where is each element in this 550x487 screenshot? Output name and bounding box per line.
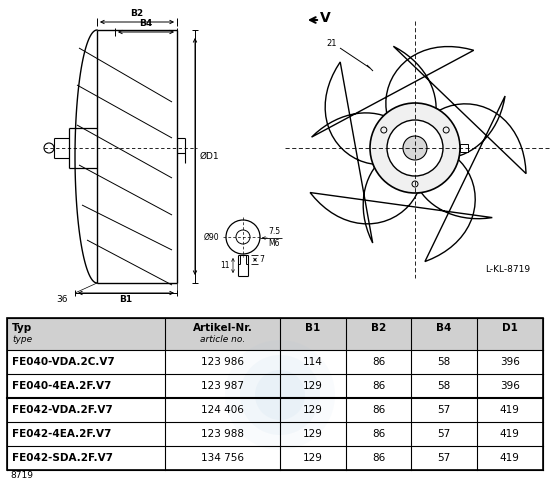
Bar [7, 350, 543, 374]
Circle shape [387, 120, 443, 176]
Bar [7, 398, 543, 422]
Text: B1: B1 [119, 296, 133, 304]
Text: 129: 129 [303, 405, 323, 415]
Text: L-KL-8719: L-KL-8719 [485, 265, 530, 275]
Text: 21: 21 [327, 39, 337, 49]
Circle shape [225, 340, 335, 450]
Text: 58: 58 [437, 381, 450, 391]
Text: 86: 86 [372, 357, 385, 367]
Text: 396: 396 [500, 381, 520, 391]
Text: 57: 57 [437, 405, 450, 415]
Text: FE040-VDA.2C.V7: FE040-VDA.2C.V7 [12, 357, 115, 367]
Text: V: V [320, 11, 331, 25]
Text: B2: B2 [130, 10, 144, 19]
Circle shape [240, 355, 320, 435]
Bar [7, 318, 543, 470]
Text: 8719: 8719 [10, 471, 33, 481]
Text: 123 988: 123 988 [201, 429, 244, 439]
Text: B4: B4 [436, 323, 452, 333]
Text: 129: 129 [303, 453, 323, 463]
Text: FE040-4EA.2F.V7: FE040-4EA.2F.V7 [12, 381, 111, 391]
Text: 419: 419 [500, 429, 520, 439]
Bar [7, 374, 543, 398]
Text: 134 756: 134 756 [201, 453, 244, 463]
Bar [7, 422, 543, 446]
Circle shape [403, 136, 427, 160]
Text: Typ: Typ [12, 323, 32, 333]
Text: 36: 36 [56, 296, 68, 304]
Text: B1: B1 [305, 323, 321, 333]
Text: 419: 419 [500, 453, 520, 463]
Text: 86: 86 [372, 429, 385, 439]
Text: D1: D1 [502, 323, 518, 333]
Circle shape [255, 370, 305, 420]
Text: 129: 129 [303, 429, 323, 439]
Text: 124 406: 124 406 [201, 405, 244, 415]
Text: ØD1: ØD1 [199, 152, 219, 161]
Text: Ø90: Ø90 [203, 232, 219, 242]
Text: 114: 114 [303, 357, 323, 367]
Text: 86: 86 [372, 381, 385, 391]
Text: B4: B4 [139, 19, 153, 29]
Text: 123 987: 123 987 [201, 381, 244, 391]
Text: FE042-VDA.2F.V7: FE042-VDA.2F.V7 [12, 405, 113, 415]
Text: 123 986: 123 986 [201, 357, 244, 367]
Text: M6: M6 [268, 239, 280, 247]
Text: 7.5: 7.5 [268, 227, 280, 237]
Text: 129: 129 [303, 381, 323, 391]
Text: B2: B2 [371, 323, 386, 333]
Text: 86: 86 [372, 453, 385, 463]
Text: 86: 86 [372, 405, 385, 415]
Bar [7, 318, 543, 350]
Text: 396: 396 [500, 357, 520, 367]
Text: FE042-4EA.2F.V7: FE042-4EA.2F.V7 [12, 429, 111, 439]
Text: article no.: article no. [200, 336, 245, 344]
Text: 7: 7 [260, 255, 265, 264]
Circle shape [370, 103, 460, 193]
Bar [7, 446, 543, 470]
Text: 419: 419 [500, 405, 520, 415]
Text: Artikel-Nr.: Artikel-Nr. [193, 323, 252, 333]
Text: 57: 57 [437, 453, 450, 463]
Bar [460, 144, 468, 152]
Text: type: type [12, 336, 32, 344]
Text: 11: 11 [220, 261, 230, 270]
Text: 57: 57 [437, 429, 450, 439]
Text: FE042-SDA.2F.V7: FE042-SDA.2F.V7 [12, 453, 113, 463]
Text: 58: 58 [437, 357, 450, 367]
